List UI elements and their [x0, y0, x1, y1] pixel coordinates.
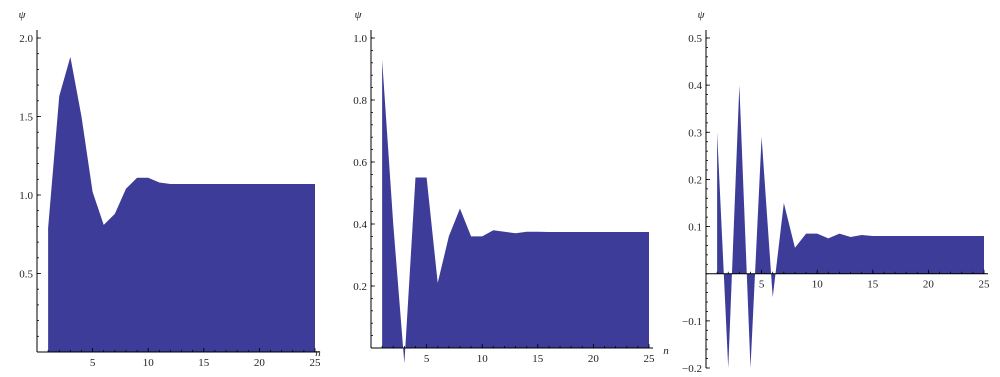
x-tick-label: 5	[90, 357, 96, 369]
x-tick-label: 20	[923, 279, 935, 291]
y-tick-label: −0.1	[682, 316, 702, 328]
y-axis-label: ψ	[19, 9, 26, 21]
x-tick-label: 25	[310, 357, 322, 369]
y-axis-label: ψ	[698, 9, 705, 21]
x-axis-label: n	[663, 345, 669, 357]
x-tick-label: 15	[532, 353, 544, 365]
x-tick-label: 15	[198, 357, 210, 369]
y-tick-label: 0.8	[353, 95, 367, 107]
y-tick-label: 0.4	[688, 80, 702, 92]
y-tick-label: 1.0	[353, 33, 367, 45]
x-tick-label: 25	[644, 353, 656, 365]
y-tick-label: 1.5	[19, 112, 33, 124]
chart-1: 0.5 1.0 1.5 2.0 5 10 15 20 25 ψ n	[19, 9, 322, 369]
y-tick-label: 0.5	[19, 269, 33, 281]
x-tick-label: 10	[143, 357, 155, 369]
chart-2: 0.2 0.4 0.6 0.8 1.0 5 10 15 20 25 ψ n	[353, 9, 669, 365]
y-tick-label: 0.1	[688, 222, 702, 234]
area-series-3	[717, 85, 984, 368]
y-tick-label: 2.0	[19, 33, 33, 45]
x-tick-label: 25	[979, 279, 991, 291]
y-tick-label: 0.4	[353, 219, 367, 231]
y-tick-label: 1.0	[19, 190, 33, 202]
x-tick-label: 10	[812, 279, 824, 291]
y-tick-label: 0.5	[688, 33, 702, 45]
x-tick-label: 20	[254, 357, 266, 369]
x-tick-label: 5	[424, 353, 430, 365]
chart-3: −0.2 −0.1 0.1 0.2 0.3 0.4 0.5 5 10 15 20 25 ψ	[682, 9, 990, 375]
y-tick-label: 0.3	[688, 127, 702, 139]
y-tick-label: 0.2	[353, 281, 367, 293]
area-series-1	[48, 56, 316, 353]
y-tick-label: 0.2	[688, 174, 702, 186]
area-series-2	[382, 59, 649, 364]
y-axis-label: ψ	[355, 9, 362, 21]
x-tick-label: 15	[867, 279, 879, 291]
x-tick-label: 5	[759, 279, 765, 291]
x-axis-label: n	[315, 347, 321, 359]
y-tick-label: −0.2	[682, 363, 702, 375]
x-tick-label: 10	[477, 353, 489, 365]
y-tick-label: 0.6	[353, 157, 367, 169]
x-tick-label: 20	[588, 353, 600, 365]
